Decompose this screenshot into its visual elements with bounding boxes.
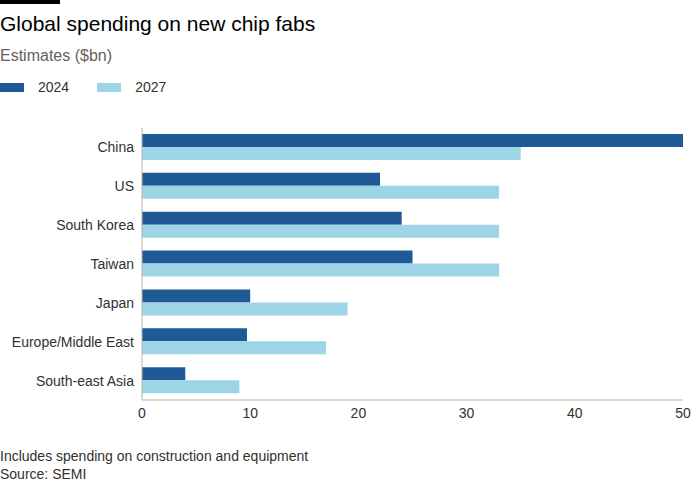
html-text:2024: 2024 bbox=[38, 79, 70, 95]
svg-text:10: 10 bbox=[242, 405, 258, 421]
svg-text:30: 30 bbox=[459, 405, 475, 421]
html-text:2027: 2027 bbox=[135, 79, 167, 95]
svg-text:20: 20 bbox=[351, 405, 367, 421]
svg-text:Europe/Middle East: Europe/Middle East bbox=[12, 334, 134, 350]
html-text:Source: SEMI: Source: SEMI bbox=[0, 466, 87, 482]
svg-text:China: China bbox=[97, 139, 134, 155]
svg-text:50: 50 bbox=[675, 405, 691, 421]
svg-text:US: US bbox=[115, 178, 134, 194]
svg-text:Taiwan: Taiwan bbox=[90, 256, 134, 272]
svg-text:South Korea: South Korea bbox=[56, 217, 134, 233]
html-text:Global spending on new chip fa: Global spending on new chip fabs bbox=[0, 12, 316, 35]
svg-text:South-east Asia: South-east Asia bbox=[36, 373, 134, 389]
svg-text:0: 0 bbox=[138, 405, 146, 421]
svg-text:Japan: Japan bbox=[96, 295, 134, 311]
html-text:Includes spending on construct: Includes spending on construction and eq… bbox=[0, 448, 309, 464]
svg-text:40: 40 bbox=[567, 405, 583, 421]
html-text:Estimates ($bn): Estimates ($bn) bbox=[0, 47, 112, 64]
